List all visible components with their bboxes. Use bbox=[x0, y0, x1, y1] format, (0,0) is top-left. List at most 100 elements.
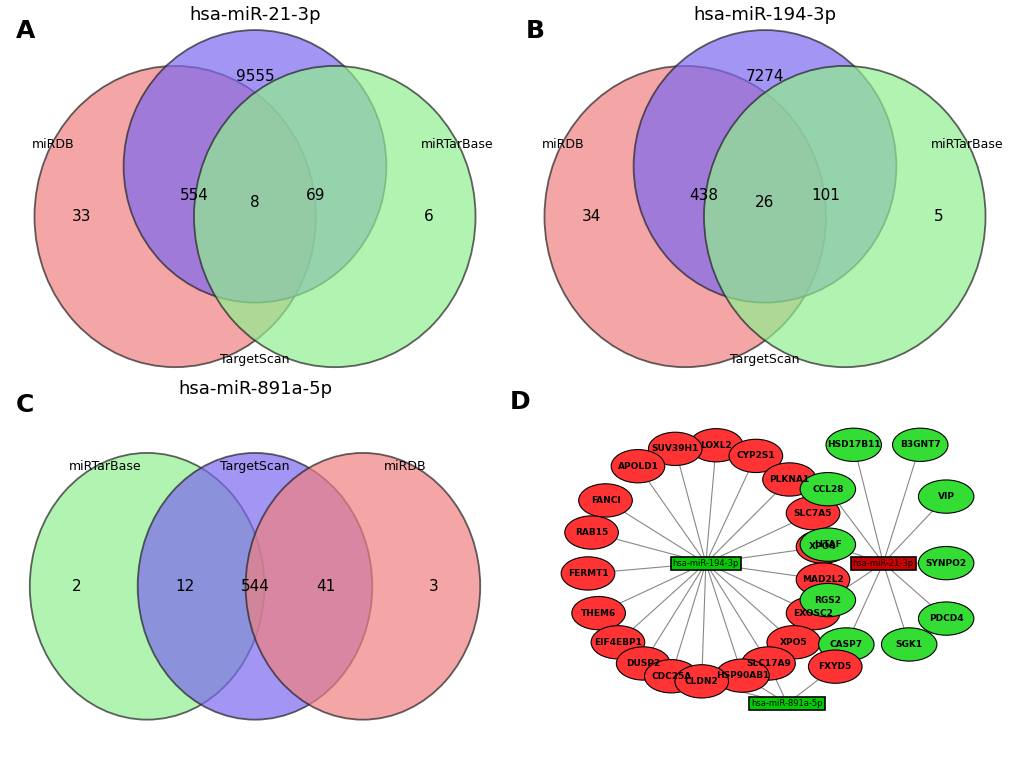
Text: C: C bbox=[15, 393, 34, 417]
Ellipse shape bbox=[194, 66, 475, 367]
Ellipse shape bbox=[615, 647, 669, 680]
Text: HSD17B11: HSD17B11 bbox=[826, 440, 879, 449]
Text: 9555: 9555 bbox=[235, 69, 274, 84]
Ellipse shape bbox=[123, 30, 386, 303]
Text: VIP: VIP bbox=[936, 492, 954, 501]
Text: A: A bbox=[15, 19, 35, 43]
Ellipse shape bbox=[818, 628, 873, 661]
Text: hsa-miR-891a-5p: hsa-miR-891a-5p bbox=[751, 699, 822, 708]
Text: APOLD1: APOLD1 bbox=[616, 462, 658, 471]
Text: 544: 544 bbox=[240, 579, 269, 594]
Ellipse shape bbox=[703, 66, 984, 367]
Text: RGS2: RGS2 bbox=[813, 596, 841, 604]
Ellipse shape bbox=[880, 628, 936, 661]
Ellipse shape bbox=[825, 428, 880, 462]
Ellipse shape bbox=[799, 528, 855, 562]
Ellipse shape bbox=[246, 453, 480, 720]
Text: B: B bbox=[525, 19, 544, 43]
Text: 3: 3 bbox=[428, 579, 438, 594]
Text: D: D bbox=[508, 390, 530, 414]
Text: CLDN2: CLDN2 bbox=[684, 677, 718, 686]
Text: FXYD5: FXYD5 bbox=[818, 662, 851, 671]
Text: PDCD4: PDCD4 bbox=[928, 614, 963, 623]
Text: 8: 8 bbox=[250, 195, 260, 210]
Ellipse shape bbox=[766, 626, 819, 659]
Text: TargetScan: TargetScan bbox=[730, 353, 799, 366]
Text: THEM6: THEM6 bbox=[581, 609, 615, 617]
Text: EIF4EBP1: EIF4EBP1 bbox=[593, 638, 641, 647]
Text: 69: 69 bbox=[306, 188, 325, 202]
Text: LITAF: LITAF bbox=[813, 540, 841, 549]
Ellipse shape bbox=[796, 530, 849, 563]
Ellipse shape bbox=[799, 584, 855, 617]
Ellipse shape bbox=[762, 463, 815, 496]
Title: hsa-miR-194-3p: hsa-miR-194-3p bbox=[693, 6, 836, 24]
Text: miRDB: miRDB bbox=[383, 460, 426, 474]
Text: 2: 2 bbox=[71, 579, 82, 594]
Ellipse shape bbox=[799, 472, 855, 506]
Ellipse shape bbox=[35, 66, 316, 367]
Ellipse shape bbox=[591, 626, 644, 659]
Text: EXOSC2: EXOSC2 bbox=[793, 609, 833, 617]
Text: 5: 5 bbox=[932, 209, 943, 224]
Text: PLKNA1: PLKNA1 bbox=[768, 475, 809, 484]
Title: hsa-miR-891a-5p: hsa-miR-891a-5p bbox=[177, 380, 332, 398]
Text: 101: 101 bbox=[811, 188, 840, 202]
Ellipse shape bbox=[675, 665, 728, 698]
Ellipse shape bbox=[715, 659, 768, 692]
Text: FERMT1: FERMT1 bbox=[568, 569, 607, 578]
Ellipse shape bbox=[572, 597, 625, 629]
Text: CCL28: CCL28 bbox=[811, 485, 843, 494]
Text: XPO5: XPO5 bbox=[780, 638, 807, 647]
Ellipse shape bbox=[689, 429, 742, 462]
Ellipse shape bbox=[786, 597, 839, 629]
Ellipse shape bbox=[578, 484, 632, 517]
Text: 41: 41 bbox=[316, 579, 334, 594]
Ellipse shape bbox=[138, 453, 372, 720]
Text: 34: 34 bbox=[581, 209, 600, 224]
Text: B3GNT7: B3GNT7 bbox=[899, 440, 940, 449]
Ellipse shape bbox=[796, 563, 849, 596]
Ellipse shape bbox=[30, 453, 264, 720]
Text: SLC7A5: SLC7A5 bbox=[793, 509, 832, 517]
Text: DUSP2: DUSP2 bbox=[626, 659, 659, 668]
Text: TargetScan: TargetScan bbox=[220, 460, 289, 474]
Text: SUV39H1: SUV39H1 bbox=[651, 444, 698, 453]
Text: RAB15: RAB15 bbox=[575, 528, 607, 537]
Ellipse shape bbox=[560, 557, 614, 590]
Text: miRTarBase: miRTarBase bbox=[420, 138, 492, 151]
Text: FANCI: FANCI bbox=[590, 496, 620, 505]
Text: hsa-miR-194-3p: hsa-miR-194-3p bbox=[672, 559, 739, 568]
Text: CASP7: CASP7 bbox=[829, 640, 862, 649]
Text: 26: 26 bbox=[755, 195, 773, 210]
Ellipse shape bbox=[544, 66, 825, 367]
Ellipse shape bbox=[648, 432, 701, 465]
Text: HSP90AB1: HSP90AB1 bbox=[715, 671, 768, 680]
Ellipse shape bbox=[741, 647, 795, 680]
Ellipse shape bbox=[610, 449, 664, 483]
Text: 7274: 7274 bbox=[745, 69, 784, 84]
Text: miRTarBase: miRTarBase bbox=[68, 460, 141, 474]
Text: SGK1: SGK1 bbox=[895, 640, 922, 649]
Text: hsa-miR-21-3p: hsa-miR-21-3p bbox=[852, 559, 913, 568]
Text: 33: 33 bbox=[71, 209, 91, 224]
Text: SYNPO2: SYNPO2 bbox=[924, 559, 966, 568]
Text: LOXL2: LOXL2 bbox=[700, 441, 732, 449]
Ellipse shape bbox=[917, 602, 973, 636]
Ellipse shape bbox=[565, 516, 618, 549]
Text: SLC17A9: SLC17A9 bbox=[745, 659, 790, 668]
Text: 438: 438 bbox=[689, 188, 717, 202]
Text: 6: 6 bbox=[423, 209, 433, 224]
Ellipse shape bbox=[917, 546, 973, 580]
Ellipse shape bbox=[892, 428, 947, 462]
Text: 554: 554 bbox=[179, 188, 208, 202]
Text: XPO4: XPO4 bbox=[808, 542, 836, 551]
Text: miRDB: miRDB bbox=[32, 138, 74, 151]
Text: TargetScan: TargetScan bbox=[220, 353, 289, 366]
Ellipse shape bbox=[644, 660, 697, 693]
Ellipse shape bbox=[786, 497, 839, 530]
Text: miRTarBase: miRTarBase bbox=[929, 138, 1002, 151]
Ellipse shape bbox=[917, 480, 973, 513]
Text: miRDB: miRDB bbox=[541, 138, 584, 151]
Ellipse shape bbox=[633, 30, 896, 303]
